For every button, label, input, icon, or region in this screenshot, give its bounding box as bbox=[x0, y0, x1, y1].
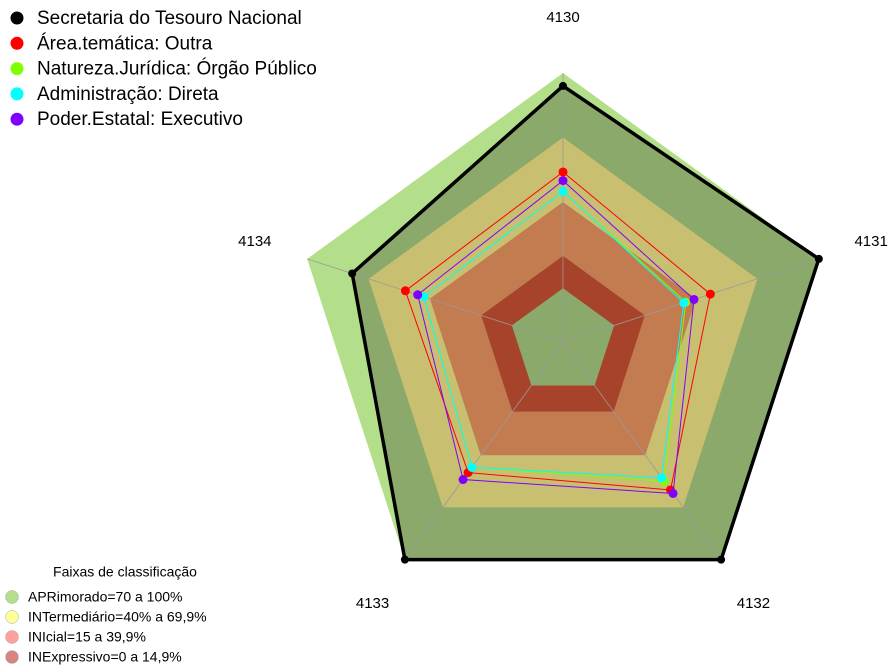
spoke bbox=[404, 341, 564, 560]
band-area bbox=[481, 255, 645, 412]
band-legend-title: Faixas de classificação bbox=[53, 564, 197, 580]
category-label: 4130 bbox=[546, 9, 579, 26]
category-label: 4132 bbox=[737, 595, 770, 612]
legend-label: Administração: Direta bbox=[37, 84, 219, 105]
series-marker bbox=[814, 254, 823, 263]
legend-marker bbox=[10, 62, 24, 76]
category-label: 4133 bbox=[356, 595, 389, 612]
legend-label: Área.temática: Outra bbox=[37, 33, 213, 54]
band-legend-marker bbox=[5, 590, 19, 604]
series-line bbox=[417, 179, 695, 494]
band-legend-label: APRimorado=70 a 100% bbox=[28, 589, 183, 605]
series-marker bbox=[400, 555, 409, 564]
category-label: 4131 bbox=[854, 233, 887, 250]
series-marker bbox=[559, 81, 567, 90]
series-marker bbox=[657, 473, 667, 483]
series-marker bbox=[348, 269, 357, 278]
series-line bbox=[423, 190, 685, 479]
band-legend-label: INTermediário=40% a 69,9% bbox=[28, 609, 207, 625]
band-legend-marker bbox=[5, 610, 19, 624]
legend-marker bbox=[10, 87, 24, 101]
band-legend-marker bbox=[5, 650, 19, 664]
legend-label: Natureza.Jurídica: Órgão Público bbox=[37, 58, 317, 80]
category-label: 4134 bbox=[238, 233, 271, 250]
series-marker bbox=[558, 186, 568, 196]
legend-label: Poder.Estatal: Executivo bbox=[37, 109, 243, 130]
series-marker bbox=[558, 167, 568, 177]
series-marker bbox=[705, 289, 715, 299]
series-marker bbox=[689, 294, 699, 304]
legend-marker bbox=[10, 11, 24, 25]
band-legend-marker bbox=[5, 630, 19, 644]
band-area bbox=[429, 202, 697, 456]
series-marker bbox=[458, 475, 468, 485]
band-legend-label: INExpressivo=0 a 14,9% bbox=[28, 649, 182, 665]
series-marker bbox=[467, 462, 477, 472]
series-line bbox=[404, 171, 711, 491]
series-marker bbox=[668, 488, 678, 498]
series-line bbox=[350, 83, 821, 562]
series-marker bbox=[679, 298, 689, 308]
series-marker bbox=[413, 290, 423, 300]
legend-marker bbox=[10, 112, 24, 126]
series-marker bbox=[717, 555, 726, 564]
spoke bbox=[562, 341, 722, 560]
legend-label: Secretaria do Tesouro Nacional bbox=[37, 8, 302, 29]
band-area bbox=[368, 137, 758, 508]
legend-marker bbox=[10, 36, 24, 50]
band-legend-label: INIcial=15 a 39,9% bbox=[28, 629, 146, 645]
series-marker bbox=[400, 286, 410, 296]
series-marker bbox=[558, 176, 568, 186]
